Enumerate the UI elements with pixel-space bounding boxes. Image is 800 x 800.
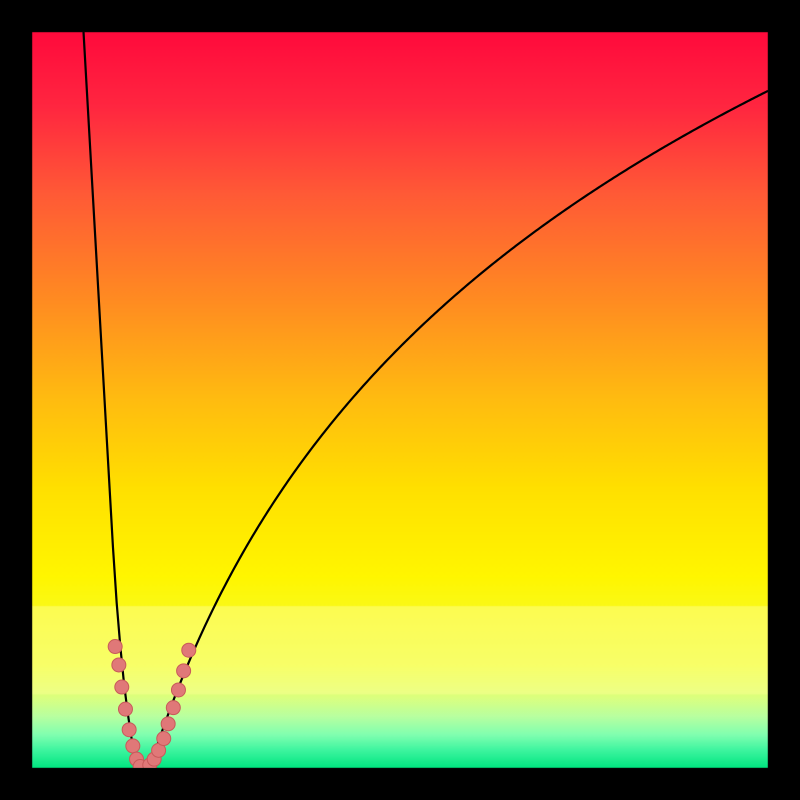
data-marker	[108, 640, 122, 654]
plot-svg	[32, 32, 768, 768]
data-marker	[171, 683, 185, 697]
data-marker	[166, 701, 180, 715]
chart-container: TheBottleneck.com	[0, 0, 800, 800]
data-marker	[118, 702, 132, 716]
plot-area	[32, 32, 768, 768]
data-marker	[177, 664, 191, 678]
bottleneck-curve	[84, 32, 768, 768]
data-marker	[157, 732, 171, 746]
data-marker	[126, 739, 140, 753]
data-marker	[161, 717, 175, 731]
data-marker	[115, 680, 129, 694]
data-marker	[182, 643, 196, 657]
data-marker	[122, 723, 136, 737]
data-marker	[112, 658, 126, 672]
